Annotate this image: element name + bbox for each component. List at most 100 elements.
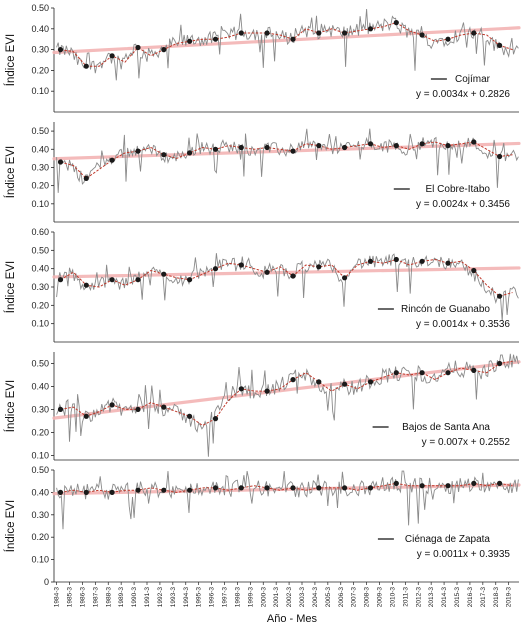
annual-mean-point [367, 26, 374, 32]
x-tick-label: 2007-3 [351, 587, 358, 608]
annual-mean-point [290, 485, 296, 491]
trend-line [52, 360, 521, 420]
y-tick-label: 0.50 [31, 245, 49, 255]
annual-mean-point [393, 20, 399, 26]
y-tick-label: 0.50 [31, 3, 49, 13]
x-tick-label: 2001-3 [273, 587, 280, 608]
x-axis: 1984-3 1985-3 1986-3 1987-3 1988-3 1989-3 1990… [54, 582, 513, 607]
annual-mean-point [367, 379, 374, 385]
x-tick-label: 2012-3 [415, 587, 422, 608]
y-tick-label: 0.40 [31, 24, 49, 34]
annual-mean-point [445, 143, 451, 149]
y-tick-label: 0.10 [31, 555, 49, 565]
y-tick-label: 0.30 [31, 282, 49, 292]
annual-mean-point [342, 381, 348, 387]
annual-mean-point [212, 416, 219, 422]
trend-equation: y = 0.007x + 0.2552 [422, 437, 511, 448]
x-tick-label: 1996-3 [209, 587, 216, 608]
annual-mean-point [367, 141, 374, 147]
annual-mean-point [471, 267, 477, 274]
x-tick-label: 1984-3 [54, 587, 61, 608]
annual-mean-point [419, 258, 425, 264]
annual-mean-point [290, 36, 296, 42]
annual-mean-point [57, 489, 64, 495]
y-tick-label: 0.40 [31, 264, 49, 274]
panel-4: 0.10 0.20 0.30 0.40 0.50 Índice EVI Bajos de S… [4, 352, 521, 460]
annual-mean-point [342, 30, 348, 36]
y-tick-label: 0.60 [31, 227, 49, 237]
panel-2: 0.10 0.20 0.30 0.40 0.50 Índice EVI El Cobre-I… [4, 122, 521, 223]
x-tick-label: 2019-3 [506, 587, 513, 608]
annual-mean-point [264, 388, 270, 394]
annual-mean-point [316, 379, 322, 385]
annual-mean-point [316, 485, 322, 491]
trend-line [52, 26, 521, 55]
monthly-evi-series [56, 8, 519, 81]
annual-mean-point [342, 275, 348, 281]
x-tick-label: 1997-3 [222, 587, 229, 608]
x-tick-label: 2011-3 [402, 587, 409, 607]
x-tick-label: 2015-3 [454, 587, 461, 608]
annual-mean-point [497, 293, 503, 299]
annual-mean-point [264, 30, 270, 36]
y-axis-label: Índice EVI [4, 34, 17, 86]
annual-mean-point [419, 32, 425, 38]
panel-1: 0.10 0.20 0.30 0.40 0.50 Índice EVI Cojímar y =… [4, 3, 521, 113]
annual-mean-point [83, 489, 89, 495]
x-tick-label: 1992-3 [157, 587, 164, 608]
annual-mean-point [264, 485, 270, 491]
annual-mean-point [212, 146, 219, 152]
annual-mean-point [187, 38, 193, 44]
monthly-evi-series [56, 128, 519, 193]
y-tick-label: 0.50 [31, 465, 49, 475]
x-tick-label: 2018-3 [493, 587, 500, 608]
x-tick-label: 2003-3 [299, 587, 306, 608]
annual-mean-point [316, 30, 322, 36]
annual-mean-point [445, 36, 451, 42]
y-tick-label: 0.30 [31, 404, 49, 414]
annual-mean-point [109, 157, 115, 163]
x-tick-label: 2016-3 [467, 587, 474, 608]
annual-mean-point [135, 277, 141, 283]
trend-equation: y = 0.0014x + 0.3536 [416, 319, 510, 330]
annual-mean-point [83, 413, 89, 419]
annual-mean-point [135, 487, 141, 493]
x-tick-label: 2002-3 [286, 587, 293, 608]
y-tick-label: 0.20 [31, 300, 49, 310]
x-tick-label: 1988-3 [105, 587, 112, 608]
annual-mean-point [135, 406, 141, 412]
annual-mean-point [57, 159, 64, 165]
annual-mean-point [83, 282, 89, 288]
x-tick-label: 1990-3 [131, 587, 138, 608]
annual-mean-point [109, 53, 115, 59]
annual-mean-point [290, 148, 296, 154]
annual-mean-point [135, 44, 141, 51]
annual-mean-point [83, 175, 89, 181]
annual-mean-point [471, 480, 477, 486]
legend-series-name: Bajos de Santa Ana [402, 422, 490, 433]
annual-mean-point [161, 404, 167, 410]
annual-mean-line [60, 258, 513, 297]
annual-mean-point [419, 370, 425, 376]
x-tick-label: 2014-3 [441, 587, 448, 608]
legend-series-name: El Cobre-Itabo [426, 184, 491, 195]
legend-series-name: Ciénaga de Zapata [405, 534, 491, 545]
annual-mean-point [57, 277, 64, 283]
x-tick-label: 1999-3 [247, 587, 254, 608]
monthly-evi-series [56, 253, 519, 322]
annual-mean-point [161, 271, 167, 277]
annual-mean-point [187, 413, 193, 419]
annual-mean-point [290, 377, 296, 383]
annual-mean-point [290, 273, 296, 279]
annual-mean-point [445, 260, 451, 266]
y-tick-label: 0.40 [31, 487, 49, 497]
annual-mean-point [419, 483, 425, 489]
x-tick-label: 2013-3 [428, 587, 435, 608]
annual-mean-point [109, 489, 115, 495]
annual-mean-point [212, 36, 219, 42]
annual-mean-point [393, 480, 399, 486]
annual-mean-point [471, 30, 477, 36]
annual-mean-point [238, 262, 244, 268]
annual-mean-point [264, 269, 270, 275]
trend-line [52, 266, 521, 279]
